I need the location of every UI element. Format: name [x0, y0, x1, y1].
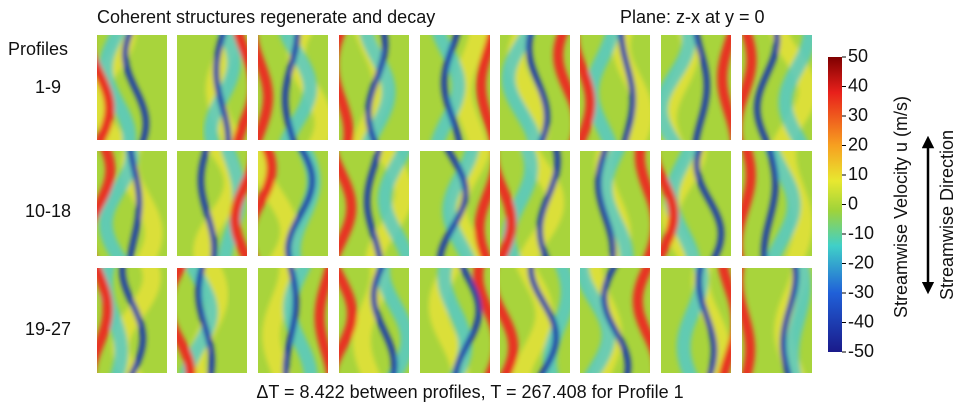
profile-panel	[652, 141, 731, 266]
profile-panel	[737, 141, 812, 266]
profile-panel	[258, 258, 332, 383]
profile-panel	[88, 141, 167, 266]
colorbar-tick-label: -30	[848, 282, 874, 302]
profile-panel	[580, 141, 656, 266]
colorbar-tick-label: -40	[848, 311, 874, 331]
title: Coherent structures regenerate and decay	[97, 7, 435, 27]
profile-panel	[500, 25, 578, 150]
profile-panel	[574, 25, 650, 150]
colorbar-tick-label: 50	[848, 46, 868, 66]
colorbar-tick-label: 30	[848, 105, 868, 125]
colorbar-tick-label: 20	[848, 134, 868, 154]
row-label: 19-27	[25, 319, 71, 339]
plane-label: Plane: z-x at y = 0	[620, 7, 765, 27]
direction-label: Streamwise Direction	[937, 130, 957, 300]
colorbar-ticks: 50 40 30 20 10 0 -10 -20 -30 -40 -50	[842, 46, 874, 361]
profile-panel	[738, 258, 812, 383]
profile-panel	[330, 258, 409, 383]
colorbar-tick-label: -10	[848, 223, 874, 243]
panel-field	[211, 25, 254, 150]
profile-panel	[661, 258, 736, 383]
profile-panel	[737, 25, 813, 150]
panels	[88, 25, 812, 383]
profile-panel	[661, 25, 736, 150]
profile-panel	[493, 141, 570, 266]
colorbar-tick-label: 10	[848, 164, 868, 184]
colorbar-tick-label: -20	[848, 252, 874, 272]
profile-panel	[420, 258, 498, 383]
figure: Coherent structures regenerate and decay…	[0, 0, 959, 411]
colorbar-tick-label: 0	[848, 193, 858, 213]
rows-heading: Profiles	[8, 39, 68, 59]
profile-panel	[420, 141, 497, 266]
profile-panel	[249, 141, 329, 266]
row-label: 1-9	[35, 77, 61, 97]
profile-panel	[177, 25, 254, 150]
profile-panel	[168, 258, 248, 383]
profile-panel	[252, 25, 328, 150]
profile-panel	[333, 25, 409, 150]
colorbar-tick-label: 40	[848, 75, 868, 95]
profile-panel	[331, 141, 409, 266]
profile-panel	[491, 258, 570, 383]
profile-panel	[90, 258, 167, 383]
profile-panel	[177, 141, 255, 266]
colorbar	[828, 57, 842, 352]
colorbar-tick-label: -50	[848, 341, 874, 361]
footer: ΔT = 8.422 between profiles, T = 267.408…	[256, 382, 683, 402]
profile-panel	[580, 258, 658, 383]
profile-panel	[420, 25, 495, 150]
profile-panel	[89, 25, 168, 150]
colorbar-label: Streamwise Velocity u (m/s)	[891, 96, 911, 318]
row-label: 10-18	[25, 201, 71, 221]
